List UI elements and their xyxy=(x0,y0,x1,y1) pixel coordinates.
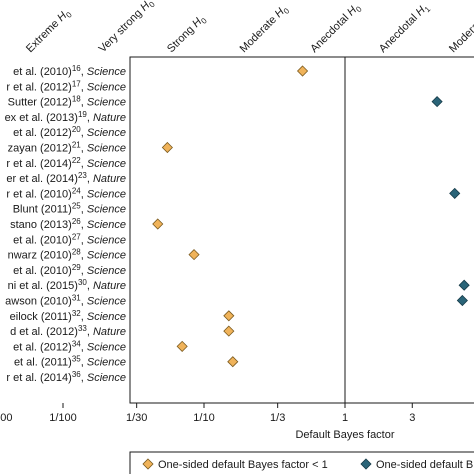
study-marker xyxy=(458,279,470,291)
study-label: Sutter (2012)18, Science xyxy=(8,95,126,109)
legend-box xyxy=(129,451,474,474)
study-label: d et al. (2012)33, Nature xyxy=(10,324,126,338)
study-marker xyxy=(223,325,235,337)
study-marker xyxy=(188,249,200,261)
study-label: r et al. (2010)24, Science xyxy=(6,186,126,200)
study-label: er et al. (2014)23, Nature xyxy=(6,171,126,185)
study-label: et al. (2012)20, Science xyxy=(13,125,126,139)
study-marker xyxy=(456,294,468,307)
study-label: ni et al. (2015)30, Nature xyxy=(8,278,126,292)
study-label: et al. (2010)29, Science xyxy=(13,263,126,277)
plot-frame xyxy=(129,56,474,404)
study-label: nwarz (2010)28, Science xyxy=(8,248,126,262)
study-marker xyxy=(152,218,164,230)
study-label: r et al. (2014)22, Science xyxy=(6,156,126,170)
legend-label: One-sided default Bayes factor < 1 xyxy=(158,459,328,471)
study-label: et al. (2011)35, Science xyxy=(14,355,126,369)
evidence-category-label: Moderate H0 xyxy=(238,2,292,56)
x-axis-title: Default Bayes factor xyxy=(295,429,394,441)
legend-label: One-sided default B xyxy=(376,459,473,471)
evidence-category-label: Moderate H1 xyxy=(447,2,474,56)
x-tick-label: 1/100 xyxy=(49,412,77,424)
study-marker xyxy=(223,310,235,322)
evidence-category-label: Strong H0 xyxy=(165,12,209,56)
study-label: et al. (2012)34, Science xyxy=(13,339,126,353)
x-tick-label: 1/30 xyxy=(126,412,147,424)
study-label: et al. (2010)16, Science xyxy=(13,64,126,78)
evidence-category-label: Anecdotal H0 xyxy=(308,1,364,57)
evidence-category-label: Extreme H0 xyxy=(24,6,74,56)
study-label: awson (2010)31, Science xyxy=(5,294,126,308)
legend-marker xyxy=(360,458,372,470)
study-label: eilock (2011)32, Science xyxy=(10,309,126,323)
x-tick-label: 1/10 xyxy=(193,412,214,424)
study-label: r et al. (2012)17, Science xyxy=(6,79,126,93)
study-marker xyxy=(227,356,239,368)
study-label: r et al. (2014)36, Science xyxy=(6,370,126,384)
study-marker xyxy=(161,141,173,154)
study-label: ex et al. (2013)19, Nature xyxy=(5,110,126,124)
x-tick-label: 3 xyxy=(409,412,415,424)
study-label: stano (2013)26, Science xyxy=(10,217,126,231)
study-marker xyxy=(431,96,443,108)
legend-marker xyxy=(142,458,154,470)
x-tick-label: 1/3 xyxy=(270,412,285,424)
x-tick-label: ≤1/300 xyxy=(0,412,12,424)
study-marker xyxy=(449,187,461,199)
study-label: et al. (2010)27, Science xyxy=(13,232,126,246)
study-label: Blunt (2011)25, Science xyxy=(13,202,126,216)
study-marker xyxy=(176,340,188,352)
x-tick-label: 1 xyxy=(342,412,348,424)
evidence-category-label: Very strong H0 xyxy=(97,0,158,57)
study-marker xyxy=(296,65,309,77)
evidence-category-label: Anecdotal H1 xyxy=(377,1,433,57)
study-label: zayan (2012)21, Science xyxy=(8,141,126,155)
